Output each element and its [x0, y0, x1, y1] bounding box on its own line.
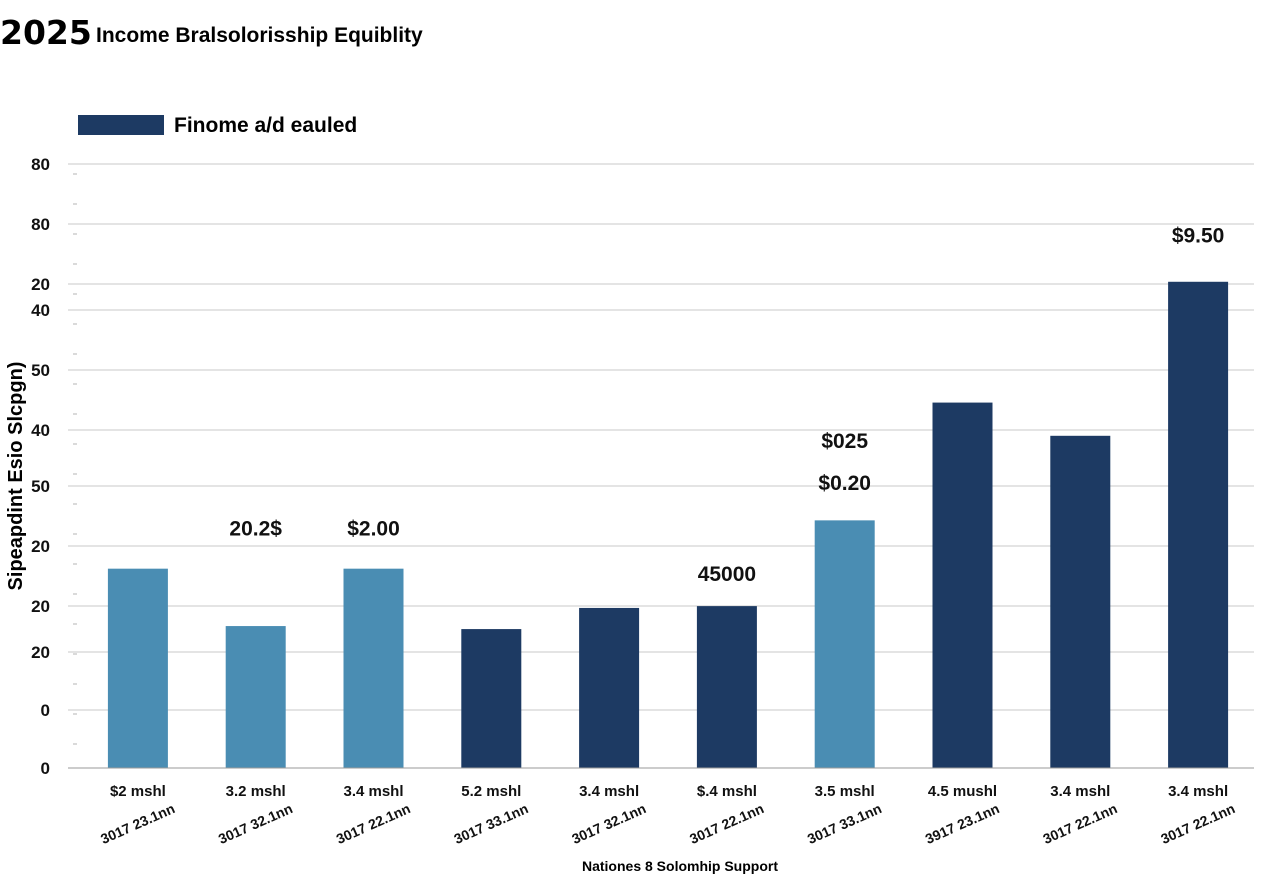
legend: Finome a/d eauled: [78, 114, 357, 137]
x-tick-sublabel: 3017 22.1nn: [334, 800, 413, 847]
x-tick-label: 4.5 mushl: [928, 783, 997, 800]
bar: [1168, 281, 1229, 768]
x-tick-sublabel: 3017 33.1nn: [805, 800, 884, 847]
bar: [107, 568, 168, 768]
y-tick-label: 50: [31, 361, 50, 380]
y-tick-label: 40: [31, 421, 50, 440]
x-tick-label: 3.4 mshl: [579, 783, 639, 800]
x-tick-label: $2 mshl: [110, 783, 166, 800]
data-label: $9.50: [1172, 225, 1225, 248]
chart-title-year: 2025: [0, 13, 92, 52]
data-label: $0.20: [818, 472, 871, 495]
bar: [343, 568, 404, 768]
y-tick-label: 0: [41, 701, 50, 720]
data-label: $2.00: [347, 517, 400, 540]
x-tick-label: 3.4 mshl: [1168, 783, 1228, 800]
x-axis-label: Nationes 8 Solomhip Support: [582, 858, 778, 874]
y-tick-label: 20: [31, 643, 50, 662]
bars: [107, 281, 1229, 768]
y-axis-ticks: 80 80 20 40 50 40 50 20 20 20 0 0: [31, 155, 50, 778]
data-label: 20.2$: [229, 517, 282, 540]
y-tick-label: 50: [31, 477, 50, 496]
x-tick-label: 3.4 mshl: [343, 783, 403, 800]
x-tick-label: 5.2 mshl: [461, 783, 521, 800]
y-tick-label: 0: [41, 759, 50, 778]
y-tick-label: 20: [31, 275, 50, 294]
legend-label: Finome a/d eauled: [174, 114, 357, 137]
y-tick-label: 80: [31, 155, 50, 174]
data-labels: 20.2$ $2.00 45000 $025 $0.20 $9.50: [229, 225, 1224, 586]
bar: [814, 520, 875, 768]
x-tick-sublabel: 3017 22.1nn: [1158, 800, 1237, 847]
y-axis-minor-ticks: [73, 173, 77, 745]
legend-swatch: [78, 115, 164, 135]
x-tick-sublabel: 3017 22.1nn: [1040, 800, 1119, 847]
bar: [1050, 435, 1111, 768]
x-tick-label: 3.2 mshl: [226, 783, 286, 800]
y-tick-label: 40: [31, 301, 50, 320]
bar: [461, 629, 522, 768]
y-tick-label: 20: [31, 537, 50, 556]
x-tick-label: $.4 mshl: [697, 783, 757, 800]
x-tick-label: 3.5 mshl: [815, 783, 875, 800]
chart-title: Income Bralsolorisship Equiblity: [96, 24, 423, 47]
bar: [932, 402, 993, 768]
x-tick-sublabel: 3917 23.1nn: [923, 800, 1002, 847]
y-tick-label: 20: [31, 597, 50, 616]
y-tick-label: 80: [31, 215, 50, 234]
bar: [579, 607, 640, 768]
x-tick-label: 3.4 mshl: [1050, 783, 1110, 800]
x-tick-sublabel: 3017 23.1nn: [98, 800, 177, 847]
x-tick-sublabel: 3017 32.1nn: [216, 800, 295, 847]
x-tick-sublabel: 3017 33.1nn: [451, 800, 530, 847]
x-tick-sublabel: 3017 32.1nn: [569, 800, 648, 847]
data-label: 45000: [698, 563, 756, 586]
data-label: $025: [821, 430, 868, 453]
x-tick-sublabel: 3017 22.1nn: [687, 800, 766, 847]
y-axis-label: Sipeapdint Esio Slcpgn): [5, 362, 27, 591]
bar: [696, 606, 757, 768]
bar: [225, 626, 286, 768]
